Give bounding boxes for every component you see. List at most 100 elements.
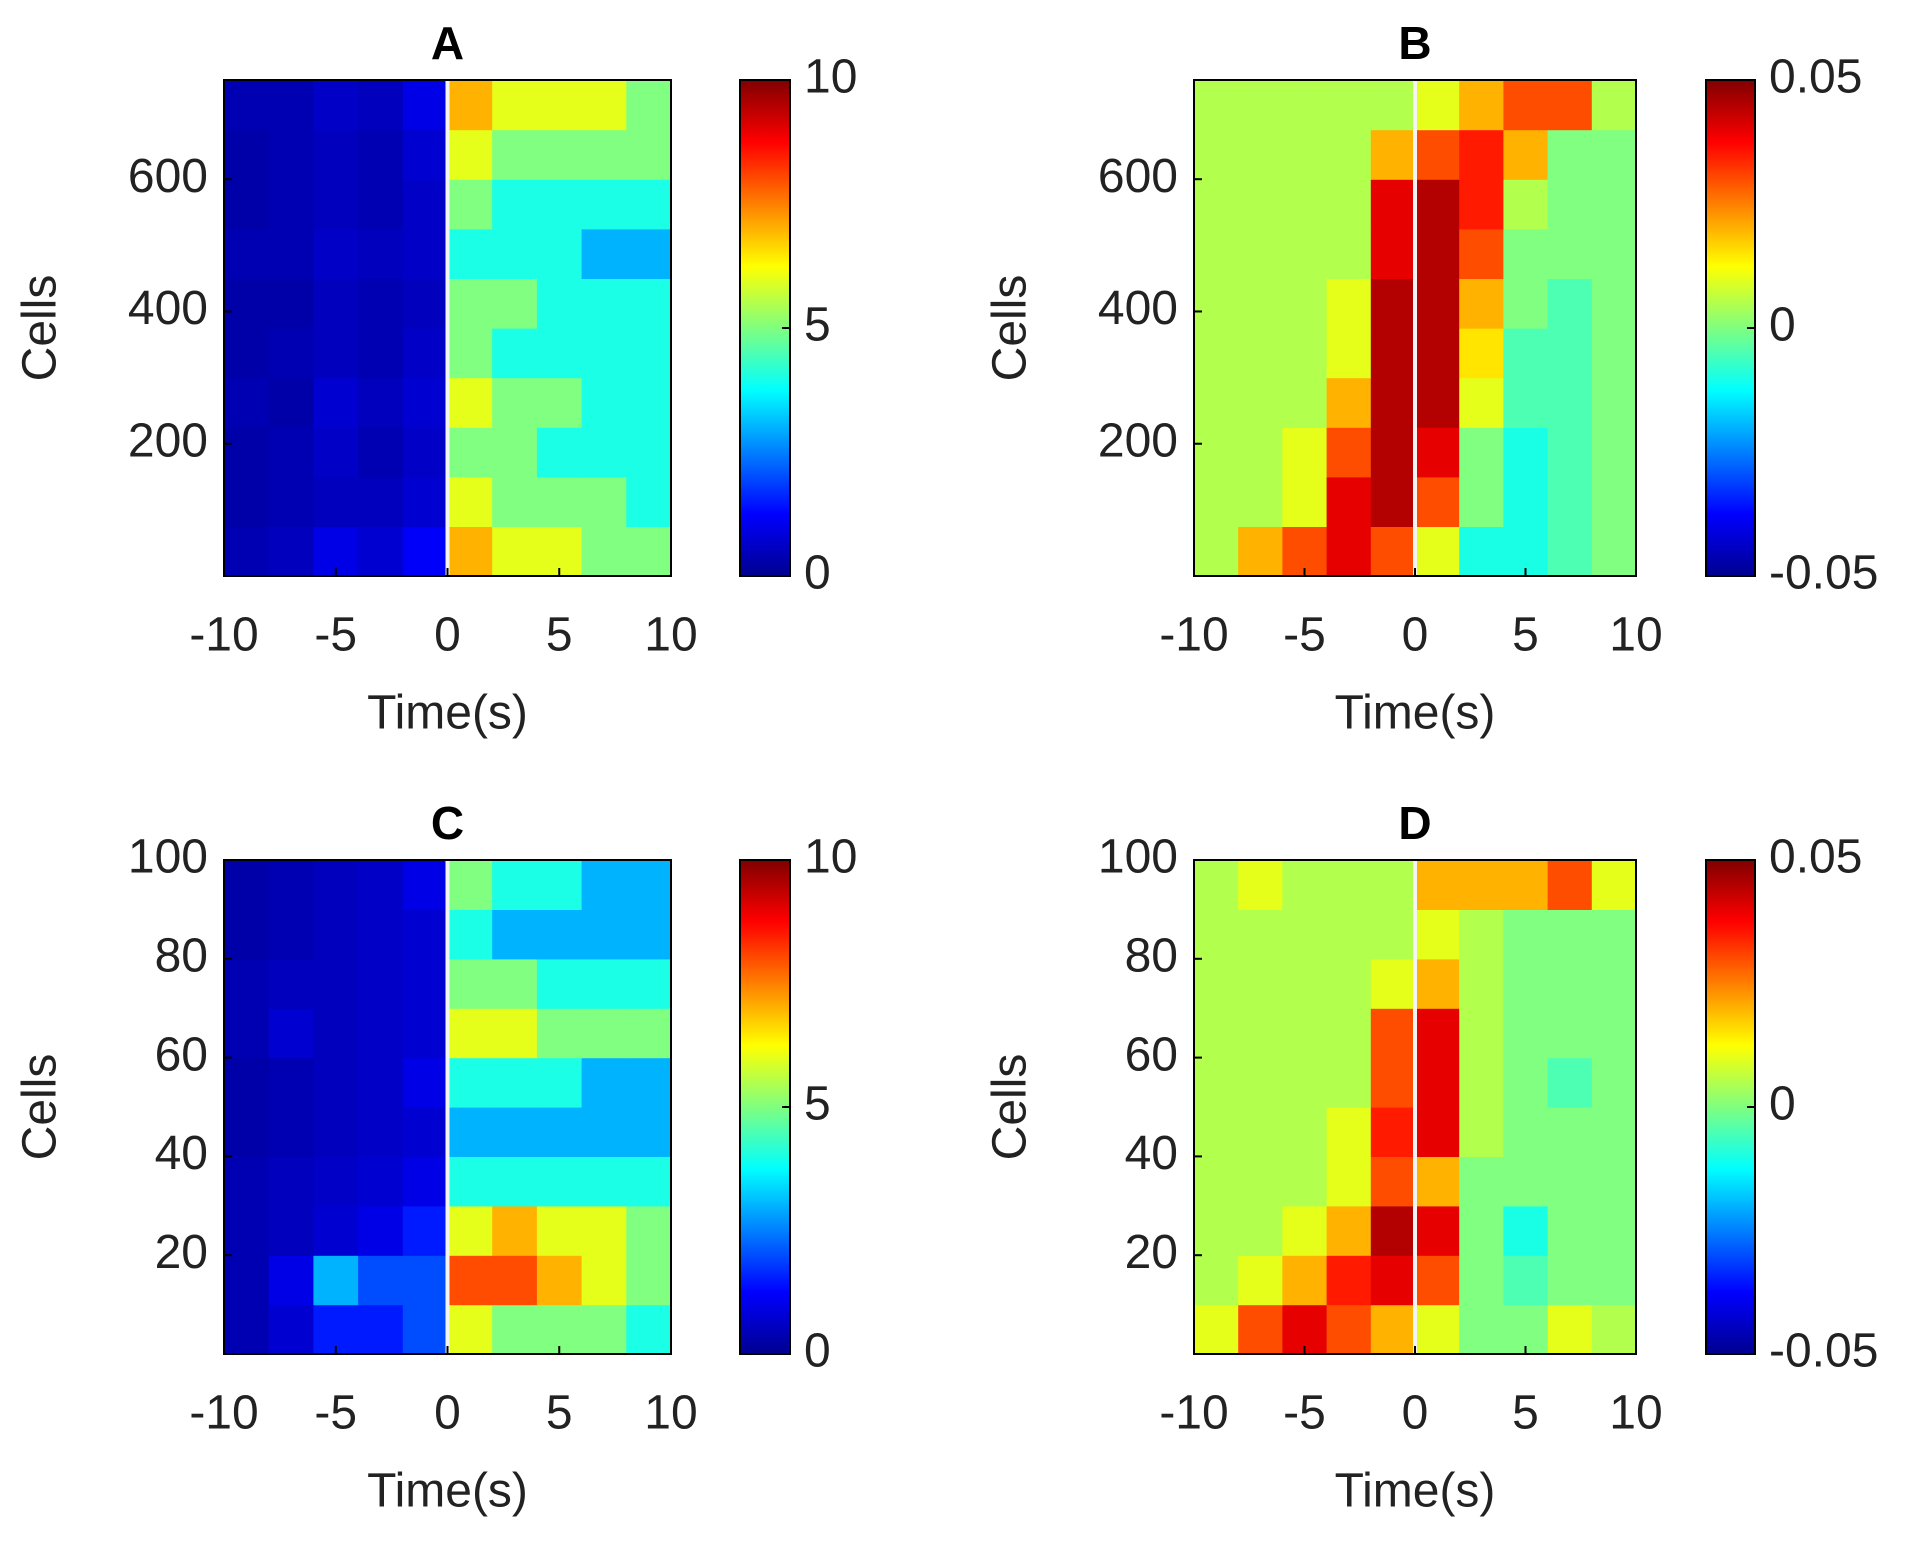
heatmap-cell [581, 1205, 627, 1256]
y-tick-label: 600 [1098, 150, 1178, 203]
heatmap-cell [492, 427, 538, 478]
heatmap-cell [536, 909, 583, 960]
heatmap-cell [1503, 1205, 1549, 1256]
heatmap-cell [626, 80, 671, 131]
cells [224, 860, 671, 1354]
colorbar-tick-label: -0.05 [1769, 547, 1878, 600]
heatmap-cell [447, 1008, 493, 1059]
heatmap-cell [1238, 1057, 1283, 1108]
heatmap-cell [1459, 1205, 1504, 1256]
heatmap-cell [358, 427, 404, 478]
heatmap-cell [626, 958, 671, 1009]
heatmap-cell [1370, 1107, 1416, 1157]
heatmap-cell [447, 80, 493, 131]
heatmap-cell [626, 1304, 671, 1354]
heatmap-cell [268, 1107, 314, 1157]
heatmap-cell [1591, 328, 1636, 379]
heatmap-cell [224, 80, 270, 131]
y-tick-label: 200 [128, 414, 208, 467]
heatmap-cell [447, 1107, 493, 1157]
heatmap-cell [1591, 909, 1636, 960]
panel-title: B [1398, 17, 1431, 69]
heatmap-cell [492, 1057, 538, 1108]
heatmap-cell [1326, 1255, 1372, 1306]
heatmap-cell [358, 1156, 404, 1207]
heatmap-cell [268, 860, 314, 910]
heatmap-cell [492, 80, 538, 131]
y-tick-label: 80 [1125, 929, 1178, 982]
heatmap-cell [358, 1107, 404, 1157]
heatmap-cell [492, 1304, 538, 1354]
heatmap-cell [358, 958, 404, 1009]
heatmap-cell [581, 80, 627, 131]
x-tick-label: 0 [1402, 609, 1429, 662]
heatmap-cell [402, 958, 449, 1009]
heatmap-cell [626, 328, 671, 379]
heatmap-cell [268, 1255, 314, 1306]
heatmap-cell [536, 278, 583, 329]
heatmap-cell [1503, 1008, 1549, 1059]
heatmap-cell [1370, 129, 1416, 180]
heatmap-cell [1547, 909, 1593, 960]
heatmap-cell [1591, 860, 1636, 910]
heatmap-cell [1415, 129, 1460, 180]
heatmap-cell [1282, 958, 1328, 1009]
heatmap-cell [358, 228, 404, 279]
heatmap-cell [492, 1008, 538, 1059]
heatmap-cell [1282, 80, 1328, 131]
heatmap-cell [581, 228, 627, 279]
heatmap-cell [1591, 80, 1636, 131]
heatmap-cell [358, 377, 404, 428]
heatmap-cell [1591, 1255, 1636, 1306]
heatmap-cell [224, 909, 270, 960]
heatmap: -10 -5 0 5 10 20 40 60 80 100 C Time(s) Cells 0 5 10 [14, 797, 858, 1518]
heatmap-cell [581, 1057, 627, 1108]
x-tick-label: -10 [189, 1387, 258, 1440]
heatmap-cell [536, 328, 583, 379]
heatmap-cell [536, 228, 583, 279]
heatmap-cell [1282, 860, 1328, 910]
heatmap-cell [268, 377, 314, 428]
colorbar-tick-label: 5 [804, 1078, 831, 1131]
heatmap-cell [1326, 179, 1372, 230]
y-tick-label: 100 [128, 831, 208, 884]
heatmap-cell [1238, 427, 1283, 478]
heatmap-cell [536, 526, 583, 576]
heatmap-cell [1547, 179, 1593, 230]
heatmap-cell [1503, 1156, 1549, 1207]
heatmap-cell [492, 860, 538, 910]
heatmap-cell [402, 377, 449, 428]
heatmap-cell [268, 427, 314, 478]
heatmap-cell [1415, 427, 1460, 478]
heatmap-cell [1591, 1304, 1636, 1354]
heatmap-cell [1326, 1107, 1372, 1157]
x-tick-label: -5 [1283, 1387, 1326, 1440]
heatmap-cell [581, 1156, 627, 1207]
heatmap-cell [1591, 179, 1636, 230]
heatmap-cell [1238, 278, 1283, 329]
heatmap-cell [313, 1255, 359, 1306]
heatmap-cell [447, 1304, 493, 1354]
heatmap-cell [224, 278, 270, 329]
heatmap-cell [313, 1304, 359, 1354]
heatmap-cell [224, 377, 270, 428]
heatmap-cell [626, 476, 671, 527]
heatmap-cell [402, 179, 449, 230]
heatmap-cell [402, 80, 449, 131]
heatmap-cell [492, 1156, 538, 1207]
heatmap-cell [1282, 427, 1328, 478]
heatmap-cell [1370, 1156, 1416, 1207]
heatmap-cell [1282, 328, 1328, 379]
heatmap-cell [313, 526, 359, 576]
y-tick-label: 200 [1098, 414, 1178, 467]
heatmap-cell [536, 1057, 583, 1108]
heatmap-cell [268, 129, 314, 180]
heatmap-cell [1459, 427, 1504, 478]
heatmap-cell [1326, 958, 1372, 1009]
heatmap-cell [1459, 1107, 1504, 1157]
heatmap-cell [626, 1205, 671, 1256]
heatmap-cell [1194, 129, 1239, 180]
heatmap-cell [358, 278, 404, 329]
heatmap-cell [313, 179, 359, 230]
heatmap-cell [626, 1156, 671, 1207]
